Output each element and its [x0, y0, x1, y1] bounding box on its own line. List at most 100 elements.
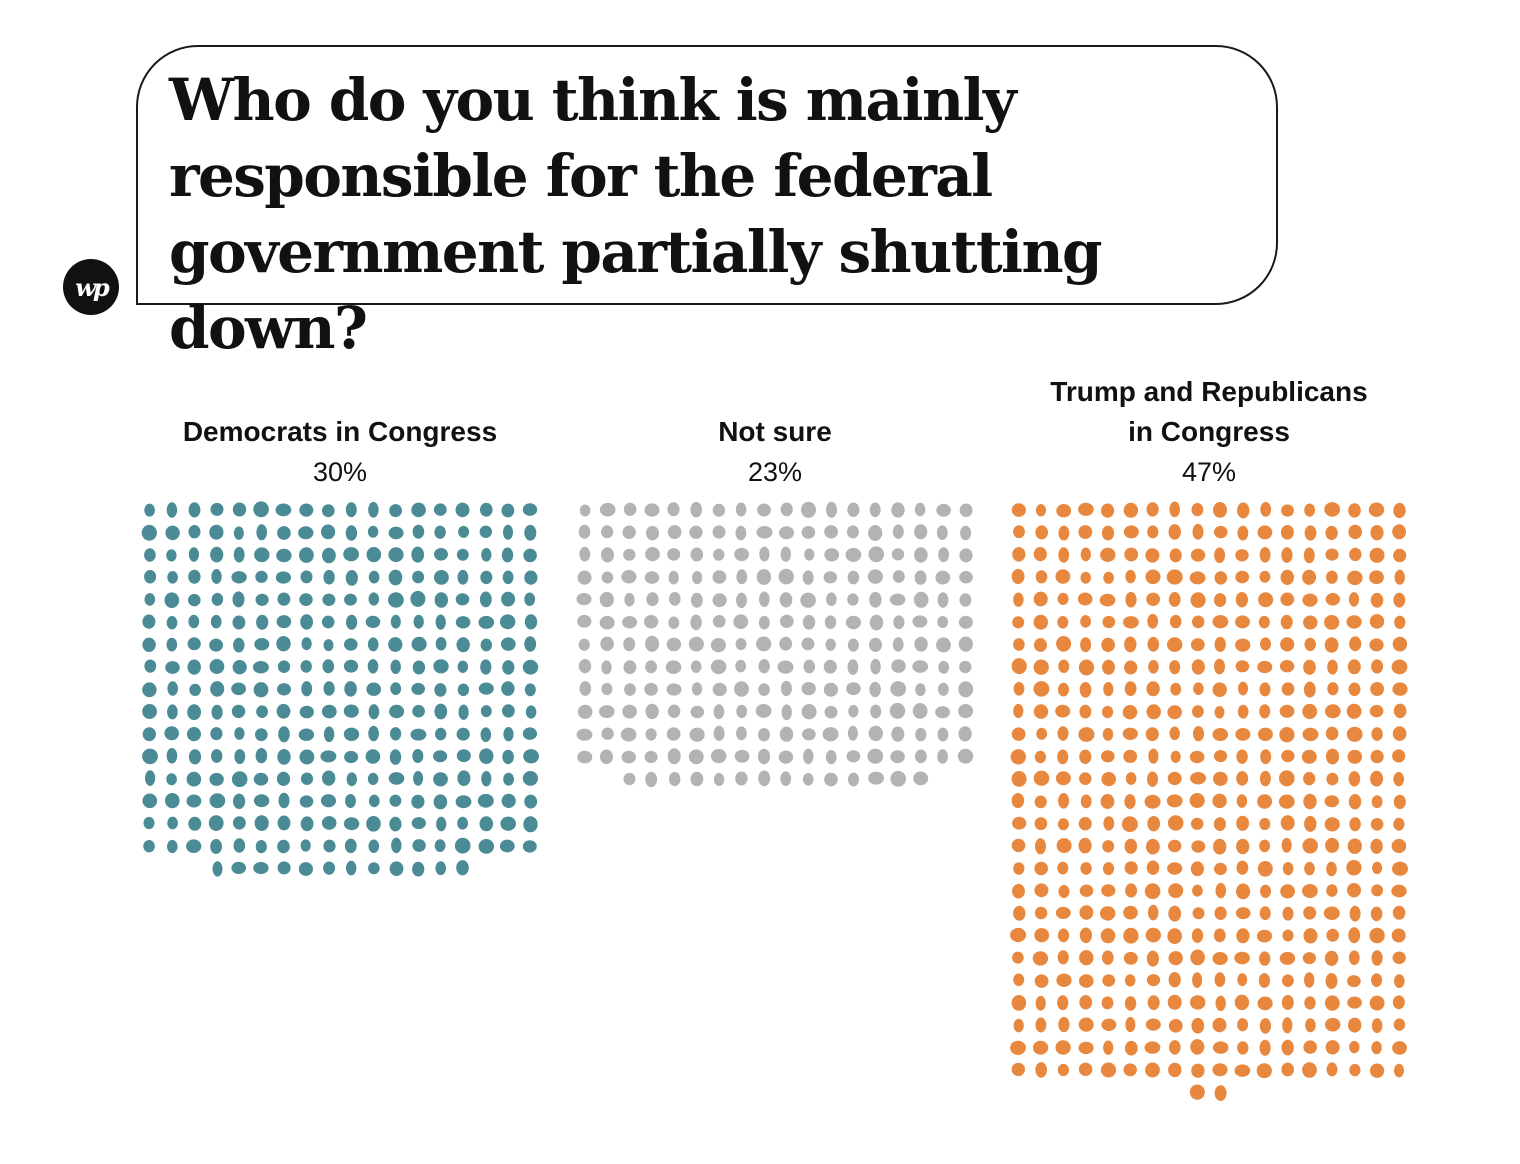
waffle-dot: [891, 659, 906, 673]
waffle-dot: [802, 570, 814, 585]
waffle-dot: [756, 526, 773, 539]
waffle-dot: [804, 548, 815, 561]
waffle-dot: [688, 749, 704, 765]
waffle-dot: [1212, 615, 1229, 629]
waffle-dot: [411, 546, 425, 563]
waffle-dot: [1079, 974, 1094, 988]
waffle-dot: [368, 592, 380, 606]
waffle-dot: [666, 637, 682, 652]
waffle-dot: [144, 503, 155, 517]
waffle-dot: [367, 659, 379, 674]
waffle-dot: [211, 592, 224, 606]
waffle-dot: [1214, 658, 1225, 675]
waffle-dot: [1324, 637, 1339, 653]
waffle-dot: [1325, 593, 1341, 606]
waffle-dot: [644, 503, 660, 517]
waffle-dot: [253, 772, 269, 786]
waffle-dot: [233, 546, 245, 563]
waffle-dot: [410, 590, 426, 607]
waffle-dot: [1258, 973, 1270, 988]
waffle-dot: [1348, 794, 1362, 810]
waffle-dot: [145, 770, 156, 786]
waffle-dot: [1190, 949, 1205, 966]
waffle-dot: [1327, 682, 1339, 696]
waffle-dot: [1326, 861, 1337, 877]
waffle-dot: [435, 614, 446, 630]
waffle-dot: [1235, 728, 1251, 741]
waffle-dot: [802, 773, 814, 786]
waffle-dot: [1191, 503, 1204, 517]
waffle-dot: [1370, 818, 1384, 831]
waffle-dot: [1215, 882, 1227, 899]
waffle-dot: [1303, 615, 1318, 630]
waffle-dot: [1369, 547, 1385, 563]
waffle-dot: [1236, 883, 1251, 900]
waffle-dot: [1370, 525, 1384, 541]
waffle-dot: [277, 861, 291, 875]
waffle-dot: [937, 592, 949, 608]
waffle-dot: [1349, 547, 1362, 562]
waffle-dot: [300, 660, 312, 673]
waffle-dot: [759, 591, 770, 608]
waffle-dot: [935, 570, 951, 585]
waffle-dot: [1371, 884, 1383, 897]
waffle-dot: [503, 772, 514, 786]
waffle-dot: [959, 660, 972, 674]
waffle-dot: [1169, 726, 1180, 741]
waffle-dot: [645, 771, 658, 788]
waffle-dot: [1125, 1017, 1136, 1033]
waffle-dot: [368, 704, 380, 720]
waffle-dot: [275, 503, 292, 517]
waffle-dot: [345, 525, 358, 541]
waffle-dot: [801, 637, 815, 651]
waffle-dot: [644, 571, 660, 584]
waffle-dot: [1102, 974, 1116, 987]
waffle-dot: [455, 616, 471, 629]
waffle-dot: [1079, 950, 1094, 966]
waffle-dot: [187, 727, 201, 742]
waffle-dot: [233, 637, 245, 653]
waffle-dot: [578, 659, 592, 674]
waffle-dot: [1323, 906, 1340, 920]
waffle-dot: [343, 817, 360, 831]
waffle-dot: [209, 659, 225, 674]
waffle-dot: [623, 660, 637, 675]
waffle-dot: [276, 615, 292, 629]
waffle-dot: [1012, 816, 1027, 830]
waffle-dot: [481, 548, 492, 562]
category-label-democrats: Democrats in Congress: [182, 416, 498, 447]
waffle-dot: [1235, 570, 1250, 584]
waffle-dot: [601, 571, 614, 584]
waffle-dot: [1280, 614, 1293, 630]
waffle-dot: [1371, 1041, 1382, 1055]
waffle-dot: [1325, 1017, 1341, 1032]
waffle-dot: [690, 547, 704, 562]
category-label-republicans: Trump and Republicans in Congress: [989, 372, 1429, 452]
waffle-dot: [1192, 972, 1203, 988]
waffle-dot: [667, 525, 682, 540]
waffle-dot: [1325, 748, 1340, 765]
waffle-dot: [913, 771, 929, 786]
waffle-dot: [779, 636, 793, 651]
waffle-dot: [710, 659, 727, 675]
waffle-dot: [915, 749, 927, 764]
waffle-dot: [712, 593, 727, 608]
waffle-dot: [343, 704, 359, 718]
waffle-dot: [759, 546, 770, 562]
waffle-dot: [1013, 681, 1025, 696]
waffle-dot: [869, 637, 882, 653]
waffle-dot: [1146, 681, 1160, 697]
waffle-dot: [823, 682, 839, 697]
waffle-dot: [455, 795, 472, 809]
waffle-dot: [1080, 862, 1092, 875]
waffle-dot: [298, 862, 313, 876]
waffle-dot: [601, 660, 612, 675]
waffle-dot: [188, 502, 201, 518]
waffle-dot: [367, 772, 379, 786]
waffle-dot: [892, 570, 905, 583]
waffle-dot: [1079, 749, 1092, 764]
waffle-dot: [412, 704, 425, 718]
waffle-dot: [144, 569, 157, 584]
waffle-dot: [1146, 838, 1160, 855]
waffle-dot: [1191, 928, 1204, 943]
